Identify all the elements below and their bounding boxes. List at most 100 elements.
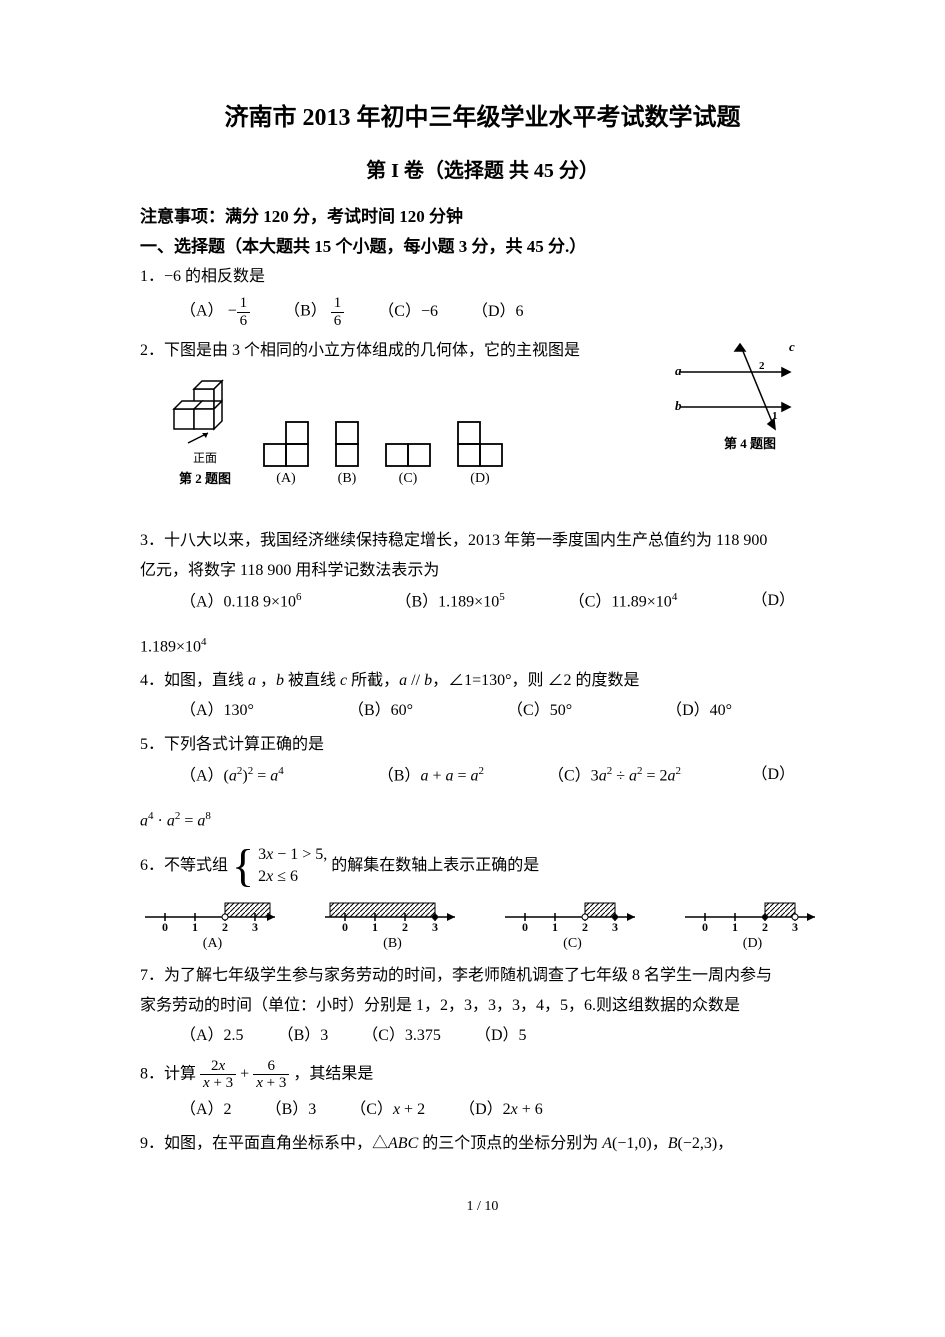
q4-opt-c: （C）50° <box>507 699 572 723</box>
q8-frac1: 2xx + 3 <box>200 1058 236 1092</box>
question-4: 4．如图，直线 a ，b 被直线 c 所截，a // b，∠1=130°，则 ∠… <box>140 669 825 723</box>
q6-system: 3x − 1 > 5, 2x ≤ 6 <box>258 844 327 889</box>
svg-text:0: 0 <box>522 920 528 933</box>
page-subtitle: 第 I 卷（选择题 共 45 分） <box>140 156 825 186</box>
q8-opt-a: （A）2 <box>180 1098 232 1122</box>
transversal-lines-icon: a b c 2 1 <box>675 339 805 434</box>
q1-text: 1．−6 的相反数是 <box>140 265 825 289</box>
q7-text2: 家务劳动的时间（单位：小时）分别是 1，2，3，3，3，4，5，6.则这组数据的… <box>140 994 825 1018</box>
numberline-d-icon: 0 1 2 3 <box>680 897 825 933</box>
q5-text: 5．下列各式计算正确的是 <box>140 733 825 757</box>
q4-opt-b: （B）60° <box>348 699 413 723</box>
q3-opt-d: （D） <box>751 589 795 613</box>
q7-opt-b: （B）3 <box>278 1024 329 1048</box>
q2-opt-b-fig: (B) <box>332 420 362 489</box>
q6-numberlines: 0123 (A) 0123 (B) <box>140 897 825 954</box>
q8-frac2: 6x + 3 <box>253 1058 289 1092</box>
svg-text:3: 3 <box>792 920 798 933</box>
question-2: 2．下图是由 3 个相同的小立方体组成的几何体，它的主视图是 <box>140 339 825 489</box>
q4-fig-label: 第 4 题图 <box>675 434 825 454</box>
question-9: 9．如图，在平面直角坐标系中，△ABC 的三个顶点的坐标分别为 A(−1,0)，… <box>140 1132 825 1156</box>
svg-text:0: 0 <box>162 920 168 933</box>
q2-view-d-icon <box>454 420 506 468</box>
q2-main-label: 第 2 题图 <box>170 469 240 489</box>
q4-options: （A）130° （B）60° （C）50° （D）40° <box>180 699 825 723</box>
q7-text1: 7．为了解七年级学生参与家务劳动的时间，李老师随机调查了七年级 8 名学生一周内… <box>140 964 825 988</box>
label-a: a <box>675 363 682 378</box>
q8-text: 8．计算 2xx + 3 + 6x + 3 ，其结果是 <box>140 1058 825 1092</box>
q3-opt-a: （A）0.118 9×106 <box>180 589 302 614</box>
q8-opt-b: （B）3 <box>266 1098 317 1122</box>
left-brace-icon: { <box>232 852 254 880</box>
q6-line1: 3x − 1 > 5, <box>258 846 327 863</box>
svg-text:2: 2 <box>402 920 408 933</box>
q5-opt-a: （A）(a2)2 = a4 <box>180 763 284 788</box>
q2-front-label: 正面 <box>170 449 240 467</box>
q2-text: 2．下图是由 3 个相同的小立方体组成的几何体，它的主视图是 <box>140 339 675 363</box>
q3-opt-c: （C）11.89×104 <box>569 589 678 614</box>
q6-line2: 2x ≤ 6 <box>258 868 298 885</box>
q2-opt-a-fig: (A) <box>260 420 312 489</box>
q5-opt-b: （B）a + a = a2 <box>378 763 484 788</box>
q2-opt-d-fig: (D) <box>454 420 506 489</box>
page-title: 济南市 2013 年初中三年级学业水平考试数学试题 <box>140 100 825 136</box>
q4-side-figure: a b c 2 1 第 4 题图 <box>675 339 825 454</box>
q3-text2: 亿元，将数字 118 900 用科学记数法表示为 <box>140 559 825 583</box>
question-6: 6．不等式组 { 3x − 1 > 5, 2x ≤ 6 的解集在数轴上表示正确的… <box>140 844 825 954</box>
q1-opt-a: （A） −16 <box>180 295 250 329</box>
question-8: 8．计算 2xx + 3 + 6x + 3 ，其结果是 （A）2 （B）3 （C… <box>140 1058 825 1122</box>
svg-text:1: 1 <box>372 920 378 933</box>
q7-opt-a: （A）2.5 <box>180 1024 244 1048</box>
q5-opt-d: （D） <box>751 763 795 787</box>
q3-options: （A）0.118 9×106 （B）1.189×105 （C）11.89×104… <box>180 589 825 614</box>
q7-opt-c: （C）3.375 <box>362 1024 441 1048</box>
q2-view-a-icon <box>260 420 312 468</box>
svg-text:1: 1 <box>552 920 558 933</box>
q7-opt-d: （D）5 <box>475 1024 527 1048</box>
q8-opt-c: （C）x + 2 <box>350 1098 425 1122</box>
q6-nl-c: 0123 (C) <box>500 897 645 954</box>
q7-options: （A）2.5 （B）3 （C）3.375 （D）5 <box>180 1024 825 1048</box>
svg-text:3: 3 <box>432 920 438 933</box>
q4-text: 4．如图，直线 a ，b 被直线 c 所截，a // b，∠1=130°，则 ∠… <box>140 669 825 693</box>
q2-solid-figure: 正面 第 2 题图 <box>170 371 240 489</box>
svg-text:2: 2 <box>762 920 768 933</box>
cube-group-icon <box>170 371 240 449</box>
q1-options: （A） −16 （B） 16 （C）−6 （D）6 <box>180 295 825 329</box>
label-b: b <box>675 398 682 413</box>
q3-text1: 3．十八大以来，我国经济继续保持稳定增长，2013 年第一季度国内生产总值约为 … <box>140 529 825 553</box>
label-angle2: 2 <box>759 360 765 372</box>
q5-trail: a4 · a2 = a8 <box>140 808 825 833</box>
q6-nl-b: 0123 (B) <box>320 897 465 954</box>
svg-text:3: 3 <box>612 920 618 933</box>
svg-text:0: 0 <box>702 920 708 933</box>
q5-options: （A）(a2)2 = a4 （B）a + a = a2 （C）3a2 ÷ a2 … <box>180 763 825 788</box>
q2-figures: 正面 第 2 题图 (A) <box>170 371 675 489</box>
q1-opt-c: （C）−6 <box>378 300 438 324</box>
q4-opt-d: （D）40° <box>666 699 732 723</box>
q2-view-b-icon <box>332 420 362 468</box>
q8-options: （A）2 （B）3 （C）x + 2 （D）2x + 6 <box>180 1098 825 1122</box>
question-3: 3．十八大以来，我国经济继续保持稳定增长，2013 年第一季度国内生产总值约为 … <box>140 529 825 660</box>
svg-text:0: 0 <box>342 920 348 933</box>
q6-text: 6．不等式组 { 3x − 1 > 5, 2x ≤ 6 的解集在数轴上表示正确的… <box>140 844 825 889</box>
q5-opt-c: （C）3a2 ÷ a2 = 2a2 <box>548 763 681 788</box>
q1-opt-d: （D）6 <box>472 300 524 324</box>
question-5: 5．下列各式计算正确的是 （A）(a2)2 = a4 （B）a + a = a2… <box>140 733 825 834</box>
svg-text:2: 2 <box>222 920 228 933</box>
q2-view-c-icon <box>382 420 434 468</box>
label-c: c <box>789 339 795 354</box>
q9-text: 9．如图，在平面直角坐标系中，△ABC 的三个顶点的坐标分别为 A(−1,0)，… <box>140 1132 825 1156</box>
q1-opt-b: （B） 16 <box>284 295 344 329</box>
svg-text:2: 2 <box>582 920 588 933</box>
q8-opt-d: （D）2x + 6 <box>459 1098 543 1122</box>
numberline-b-icon: 0 1 2 3 <box>320 897 465 933</box>
q3-trail: 1.189×104 <box>140 634 825 659</box>
svg-text:1: 1 <box>732 920 738 933</box>
question-7: 7．为了解七年级学生参与家务劳动的时间，李老师随机调查了七年级 8 名学生一周内… <box>140 964 825 1048</box>
page-footer: 1 / 10 <box>140 1196 825 1217</box>
section-1-heading: 一、选择题（本大题共 15 个小题，每小题 3 分，共 45 分.） <box>140 234 825 260</box>
svg-text:1: 1 <box>192 920 198 933</box>
q6-nl-a: 0123 (A) <box>140 897 285 954</box>
numberline-a-icon: 0123 <box>140 897 285 933</box>
